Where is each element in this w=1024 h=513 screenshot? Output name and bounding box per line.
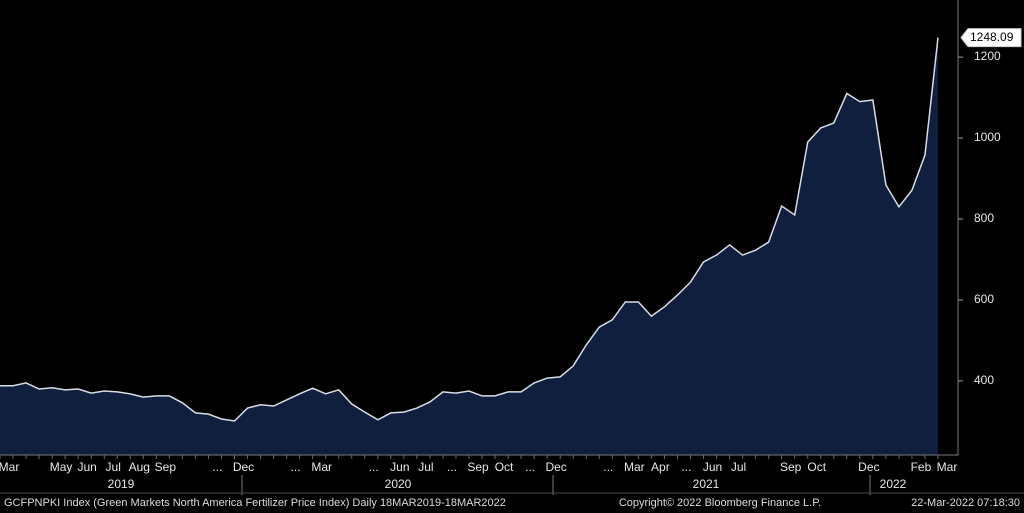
x-tick-label: ... bbox=[369, 460, 379, 474]
x-tick-label: Dec bbox=[858, 460, 879, 474]
footer-timestamp: 22-Mar-2022 07:18:30 bbox=[911, 497, 1020, 509]
line bbox=[0, 37, 939, 422]
x-tick-label: Oct bbox=[807, 460, 826, 474]
year-label: 2019 bbox=[108, 477, 135, 491]
x-tick-label: Oct bbox=[495, 460, 514, 474]
x-tick-label: Dec bbox=[233, 460, 254, 474]
y-tick-label: 400 bbox=[974, 373, 994, 387]
x-tick-label: ... bbox=[681, 460, 691, 474]
x-tick-label: Dec bbox=[545, 460, 566, 474]
x-tick-label: Mar bbox=[0, 460, 19, 474]
x-tick-label: May bbox=[50, 460, 73, 474]
x-tick-label: Jul bbox=[106, 460, 121, 474]
footer-source: GCFPNPKI Index (Green Markets North Amer… bbox=[4, 497, 506, 509]
x-tick-label: ... bbox=[525, 460, 535, 474]
year-label: 2021 bbox=[693, 477, 720, 491]
x-tick-label: ... bbox=[447, 460, 457, 474]
x-tick-label: Mar bbox=[311, 460, 332, 474]
x-tick-label: ... bbox=[212, 460, 222, 474]
y-tick-label: 1000 bbox=[974, 130, 1001, 144]
year-label: 2022 bbox=[880, 477, 907, 491]
x-tick-label: Aug bbox=[129, 460, 150, 474]
x-tick-label: Apr bbox=[651, 460, 670, 474]
x-tick-label: Sep bbox=[155, 460, 177, 474]
x-tick-label: Sep bbox=[780, 460, 802, 474]
x-tick-label: ... bbox=[603, 460, 613, 474]
x-tick-label: Jul bbox=[418, 460, 433, 474]
x-tick-label: Feb bbox=[911, 460, 932, 474]
last-value-label: 1248.09 bbox=[970, 30, 1014, 44]
last-value-box bbox=[960, 28, 1022, 48]
y-tick-label: 800 bbox=[974, 211, 994, 225]
x-tick-label: ... bbox=[291, 460, 301, 474]
year-label: 2020 bbox=[385, 477, 412, 491]
x-tick-label: Mar bbox=[937, 460, 958, 474]
x-tick-label: Jul bbox=[731, 460, 746, 474]
x-tick-label: Jun bbox=[703, 460, 722, 474]
x-tick-label: Sep bbox=[467, 460, 489, 474]
y-tick-label: 600 bbox=[974, 292, 994, 306]
area bbox=[0, 37, 938, 456]
y-tick-label: 1200 bbox=[974, 49, 1001, 63]
x-tick-label: Mar bbox=[624, 460, 645, 474]
x-tick-label: Jun bbox=[390, 460, 409, 474]
x-tick-label: Jun bbox=[77, 460, 96, 474]
footer-copyright: Copyright© 2022 Bloomberg Finance L.P. bbox=[619, 497, 821, 509]
